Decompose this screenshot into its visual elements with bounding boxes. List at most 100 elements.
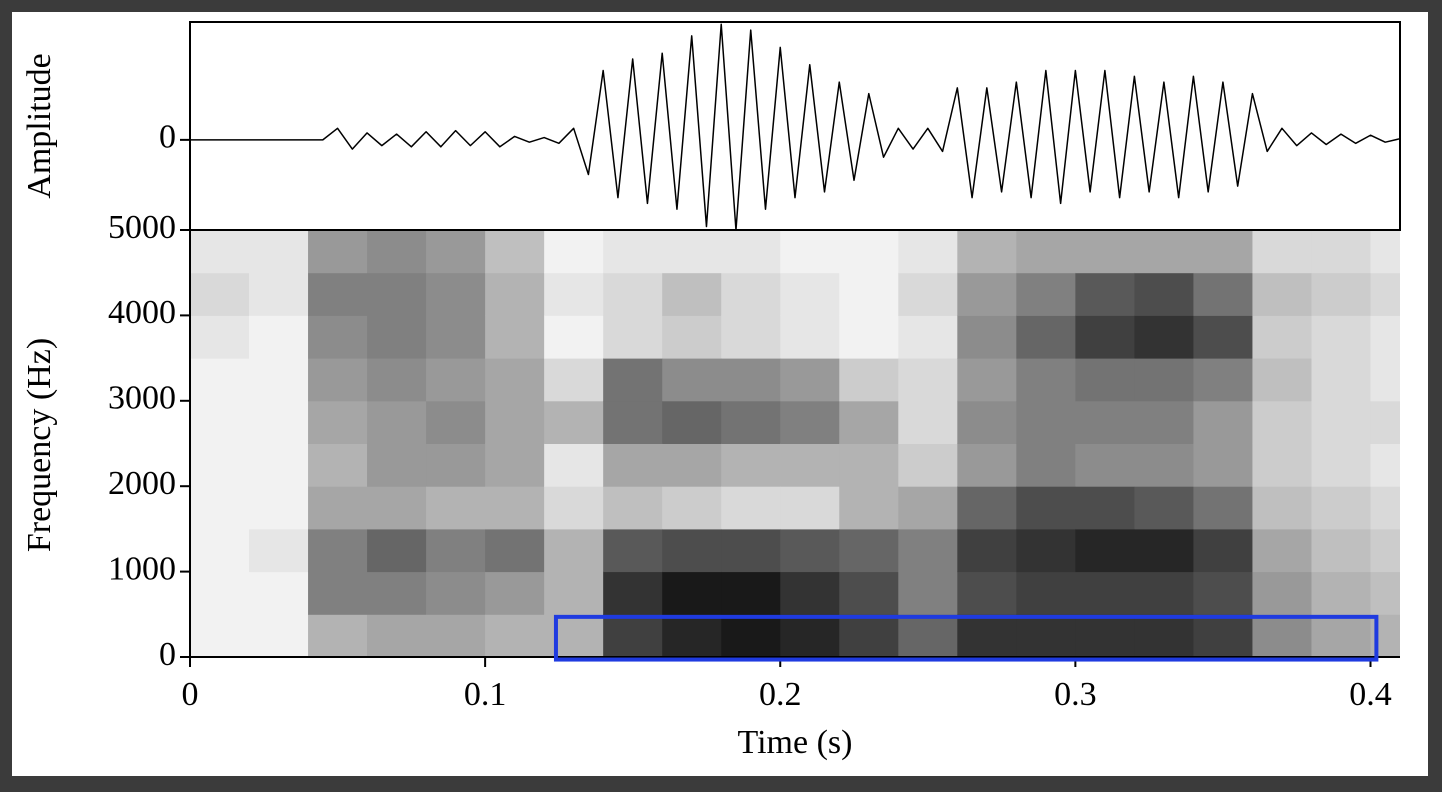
- spectrogram-cell: [367, 571, 427, 615]
- spectrogram-cell: [603, 443, 663, 487]
- spectrogram-cell: [249, 486, 309, 530]
- spectrogram-cell: [1193, 443, 1253, 487]
- spectrogram-cell: [957, 230, 1017, 274]
- spectrogram-cell: [426, 315, 486, 359]
- spectrogram-cell: [1193, 528, 1253, 573]
- spectrogram-cell: [898, 400, 958, 444]
- spectrogram-cell: [603, 315, 663, 359]
- spectrogram-cell: [190, 443, 250, 487]
- spectrogram-cell: [485, 571, 545, 615]
- spectrogram-cell: [1075, 571, 1135, 615]
- spectrogram-cell: [1311, 528, 1371, 573]
- spectrogram-cell: [426, 614, 486, 657]
- spectrogram-cell: [898, 486, 958, 530]
- spectrogram-cell: [190, 486, 250, 530]
- spectrogram-cell: [1134, 358, 1194, 402]
- spectrogram-cell: [1311, 486, 1371, 530]
- spectrogram-cell: [1370, 315, 1400, 359]
- spectrogram-cell: [1075, 486, 1135, 530]
- spectrogram-cell: [1370, 443, 1400, 487]
- y-tick-label: 4000: [108, 294, 176, 331]
- spectrogram-cell: [957, 528, 1017, 573]
- y-tick-label: 0: [159, 636, 176, 673]
- spectrogram-cell: [1370, 486, 1400, 530]
- spectrogram-cell: [721, 614, 781, 657]
- spectrogram-cell: [1016, 571, 1076, 615]
- spectrogram-cell: [1193, 400, 1253, 444]
- spectrogram-cell: [1252, 230, 1312, 274]
- x-tick-label: 0.2: [759, 676, 802, 713]
- spectrogram-cell: [603, 571, 663, 615]
- spectrogram-cell: [662, 486, 722, 530]
- spectrogram-cell: [839, 358, 899, 402]
- spectrogram-cell: [308, 400, 368, 444]
- spectrogram-cell: [190, 614, 250, 657]
- spectrogram-cell: [662, 230, 722, 274]
- spectrogram-cell: [367, 528, 427, 573]
- spectrogram-cell: [485, 443, 545, 487]
- spectrogram-cell: [1370, 272, 1400, 316]
- spectrogram-cell: [898, 272, 958, 316]
- spectrogram-cell: [721, 571, 781, 615]
- spectrogram-cell: [839, 230, 899, 274]
- highlight-box: [553, 614, 1379, 662]
- spectrogram-cell: [485, 358, 545, 402]
- spectrogram-cell: [1075, 358, 1135, 402]
- waveform: [190, 23, 1400, 231]
- spectrogram-cell: [839, 272, 899, 316]
- spectrogram-cell: [426, 400, 486, 444]
- spectrogram-cell: [367, 443, 427, 487]
- spectrogram-cell: [426, 486, 486, 530]
- spectrogram-cell: [367, 315, 427, 359]
- spectrogram-cell: [1252, 443, 1312, 487]
- y-axis-label: Frequency (Hz): [21, 338, 58, 552]
- spectrogram-cell: [544, 571, 604, 615]
- spectrogram-cell: [662, 614, 722, 657]
- spectrogram-cell: [544, 528, 604, 573]
- spectrogram-cell: [1252, 315, 1312, 359]
- spectrogram-cell: [1016, 272, 1076, 316]
- spectrogram-cell: [249, 400, 309, 444]
- spectrogram-cell: [544, 230, 604, 274]
- spectrogram-cell: [249, 358, 309, 402]
- spectrogram-cell: [249, 571, 309, 615]
- spectrogram-cell: [544, 400, 604, 444]
- spectrogram-cell: [1193, 315, 1253, 359]
- spectrogram-cell: [367, 230, 427, 274]
- spectrogram-cell: [1311, 358, 1371, 402]
- spectrogram-cell: [1075, 272, 1135, 316]
- spectrogram-cell: [426, 571, 486, 615]
- spectrogram-cell: [1016, 230, 1076, 274]
- spectrogram-cell: [957, 272, 1017, 316]
- spectrogram-cell: [308, 315, 368, 359]
- spectrogram-cell: [1016, 486, 1076, 530]
- spectrogram-cell: [839, 571, 899, 615]
- spectrogram-cell: [544, 272, 604, 316]
- spectrogram-cell: [308, 230, 368, 274]
- spectrogram-cell: [780, 315, 840, 359]
- spectrogram-cell: [1311, 571, 1371, 615]
- spectrogram-cell: [426, 358, 486, 402]
- spectrogram-cell: [1075, 315, 1135, 359]
- spectrogram-cell: [308, 358, 368, 402]
- spectrogram-cell: [426, 272, 486, 316]
- spectrogram-cell: [249, 230, 309, 274]
- spectrogram-cell: [190, 358, 250, 402]
- spectrogram-cell: [249, 315, 309, 359]
- spectrogram-cell: [662, 571, 722, 615]
- spectrogram-cell: [544, 315, 604, 359]
- spectrogram-cell: [1016, 443, 1076, 487]
- spectrogram-cell: [249, 272, 309, 316]
- spectrogram-cell: [603, 614, 663, 657]
- spectrogram-cell: [839, 614, 899, 657]
- spectrogram-cell: [1311, 315, 1371, 359]
- spectrogram-cell: [780, 358, 840, 402]
- y-tick-label: 0: [159, 119, 176, 156]
- spectrogram-cell: [190, 230, 250, 274]
- y-tick-label: 3000: [108, 380, 176, 417]
- spectrogram-cell: [485, 528, 545, 573]
- spectrogram-cell: [544, 443, 604, 487]
- spectrogram-cell: [662, 358, 722, 402]
- spectrogram-cell: [249, 614, 309, 657]
